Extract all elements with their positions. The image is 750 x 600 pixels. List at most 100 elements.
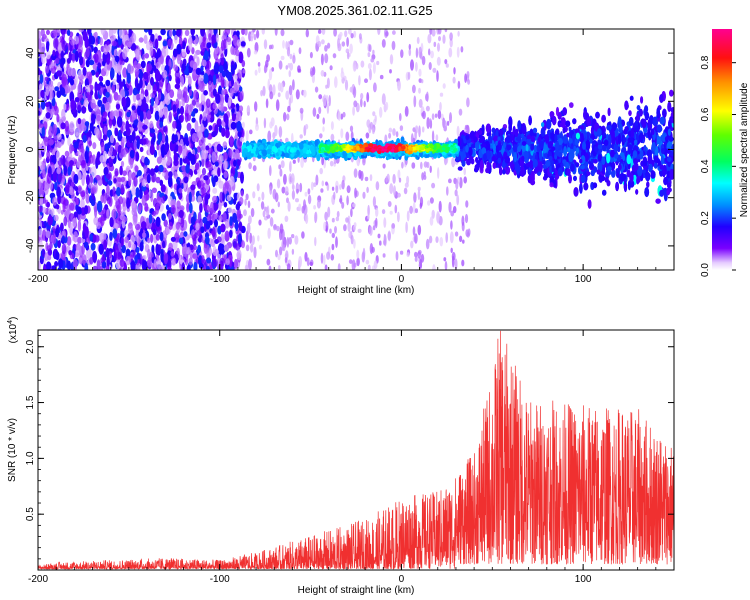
spectrogram-cell (233, 258, 238, 270)
spectrogram-cell (144, 53, 150, 59)
spectrogram-cell (143, 29, 149, 33)
spectrogram-cell (215, 33, 219, 43)
spectrogram-cell (128, 171, 132, 181)
spectrogram-cell (362, 247, 366, 260)
spectrogram-cell (431, 29, 436, 37)
spectrogram-cell (97, 62, 102, 69)
spectrogram-cell (161, 156, 167, 168)
spectrogram-cell (118, 196, 124, 205)
spectrogram-cell (203, 90, 209, 96)
spectrogram-cell (170, 251, 175, 257)
spectrogram-cell (131, 113, 137, 121)
spectrogram-cell (368, 44, 372, 52)
spectrogram-cell (161, 213, 166, 222)
spectrogram-cell (301, 231, 305, 239)
spectrogram-cell (51, 235, 57, 245)
spectrogram-cell (456, 46, 460, 58)
spectrogram-cell (163, 252, 169, 265)
spectrogram-cell (339, 184, 342, 190)
spectrogram-cell (60, 61, 64, 69)
spectrogram-cell (360, 92, 364, 100)
spectrogram-cell (223, 171, 228, 179)
spectrogram-cell (164, 94, 171, 106)
spectrogram-cell (263, 117, 267, 129)
spectrogram-cell (334, 76, 338, 89)
spectrogram-cell (265, 59, 269, 68)
spectrogram-cell (200, 149, 205, 160)
spectrogram-cell (367, 63, 372, 70)
spectrogram-cell (66, 57, 71, 64)
spectrogram-cell (317, 40, 322, 48)
spectrogram-cell (179, 105, 185, 115)
spectrogram-cell (170, 236, 176, 242)
spectrogram-cell (44, 102, 50, 108)
spectrogram-cell (93, 53, 99, 64)
spectrogram-cell (256, 29, 260, 39)
spectrogram-cell (450, 247, 453, 253)
spectrogram-cell (267, 130, 272, 143)
spectrogram-cell (279, 223, 284, 234)
spectrogram-cell (339, 31, 343, 37)
spectrogram-cell (369, 174, 373, 182)
spectrogram-cell (340, 71, 345, 79)
spectrogram-cell (171, 257, 177, 266)
spectrogram-cell (459, 235, 463, 242)
spectrogram-cell (64, 161, 70, 167)
spectrogram-cell (396, 192, 401, 198)
spectrogram-cell (204, 236, 210, 245)
spectrogram-cell (44, 65, 50, 74)
spectrogram-cell (152, 83, 157, 95)
spectrogram-cell (415, 61, 418, 72)
spectrogram-cell (379, 106, 383, 118)
spectrogram-cell (367, 214, 370, 220)
spectrogram-cell (168, 111, 172, 123)
spectrogram-cell (109, 217, 114, 228)
chart-title: YM08.2025.361.02.11.G25 (277, 3, 432, 18)
spectrogram-cell (219, 257, 225, 267)
spectrogram-cell (123, 230, 129, 236)
spectrogram-cell (183, 137, 189, 145)
spectrogram-cell (246, 222, 251, 235)
spectrogram-cell (216, 143, 222, 152)
spectrogram-cell (155, 61, 161, 69)
spectrogram-cell (122, 48, 128, 60)
spectrogram-cell (431, 182, 436, 189)
spectrogram-cell (303, 199, 306, 211)
spectrogram-cell (418, 125, 421, 138)
spectrogram-cell (667, 128, 672, 136)
spectrogram-cell (261, 191, 265, 201)
spectrogram-cell (411, 162, 416, 169)
spectrogram-cell (48, 139, 54, 146)
spectrogram-cell (139, 110, 144, 123)
spectrogram-cell (218, 180, 224, 189)
spectrogram-cell (106, 208, 110, 220)
spectrogram-cell (62, 103, 67, 111)
spectrogram-cell (46, 149, 51, 160)
spectrogram-cell (391, 223, 396, 229)
spectrogram-cell (195, 162, 200, 171)
spectrogram-cell (389, 54, 394, 65)
spectrogram-cell (57, 240, 61, 249)
spectrogram-cell (376, 60, 380, 66)
spectrogram-cell (137, 99, 142, 106)
spectrogram-cell (151, 244, 155, 255)
spectrogram-cell (69, 160, 74, 166)
spectrogram-cell (434, 113, 438, 118)
spectrogram-cell (122, 33, 126, 45)
spectrogram-cell (198, 103, 202, 112)
spectrogram-cell (129, 149, 135, 159)
spectrogram-cell (95, 71, 99, 78)
spectrogram-cell (40, 42, 46, 55)
spectrogram-cell (126, 197, 131, 209)
spectrogram-cell (212, 74, 217, 86)
spectrogram-cell (66, 103, 70, 111)
spectrogram-cell (418, 46, 422, 59)
spectrogram-cell (60, 222, 64, 232)
spectrogram-cell (115, 103, 121, 110)
spectrogram-cell (284, 186, 289, 196)
spectrogram-cell (75, 131, 80, 140)
spectrogram-cell (295, 89, 300, 100)
spectrogram-cell (190, 29, 195, 36)
spectrogram-cell (429, 216, 434, 226)
spectrogram-cell (607, 107, 611, 117)
